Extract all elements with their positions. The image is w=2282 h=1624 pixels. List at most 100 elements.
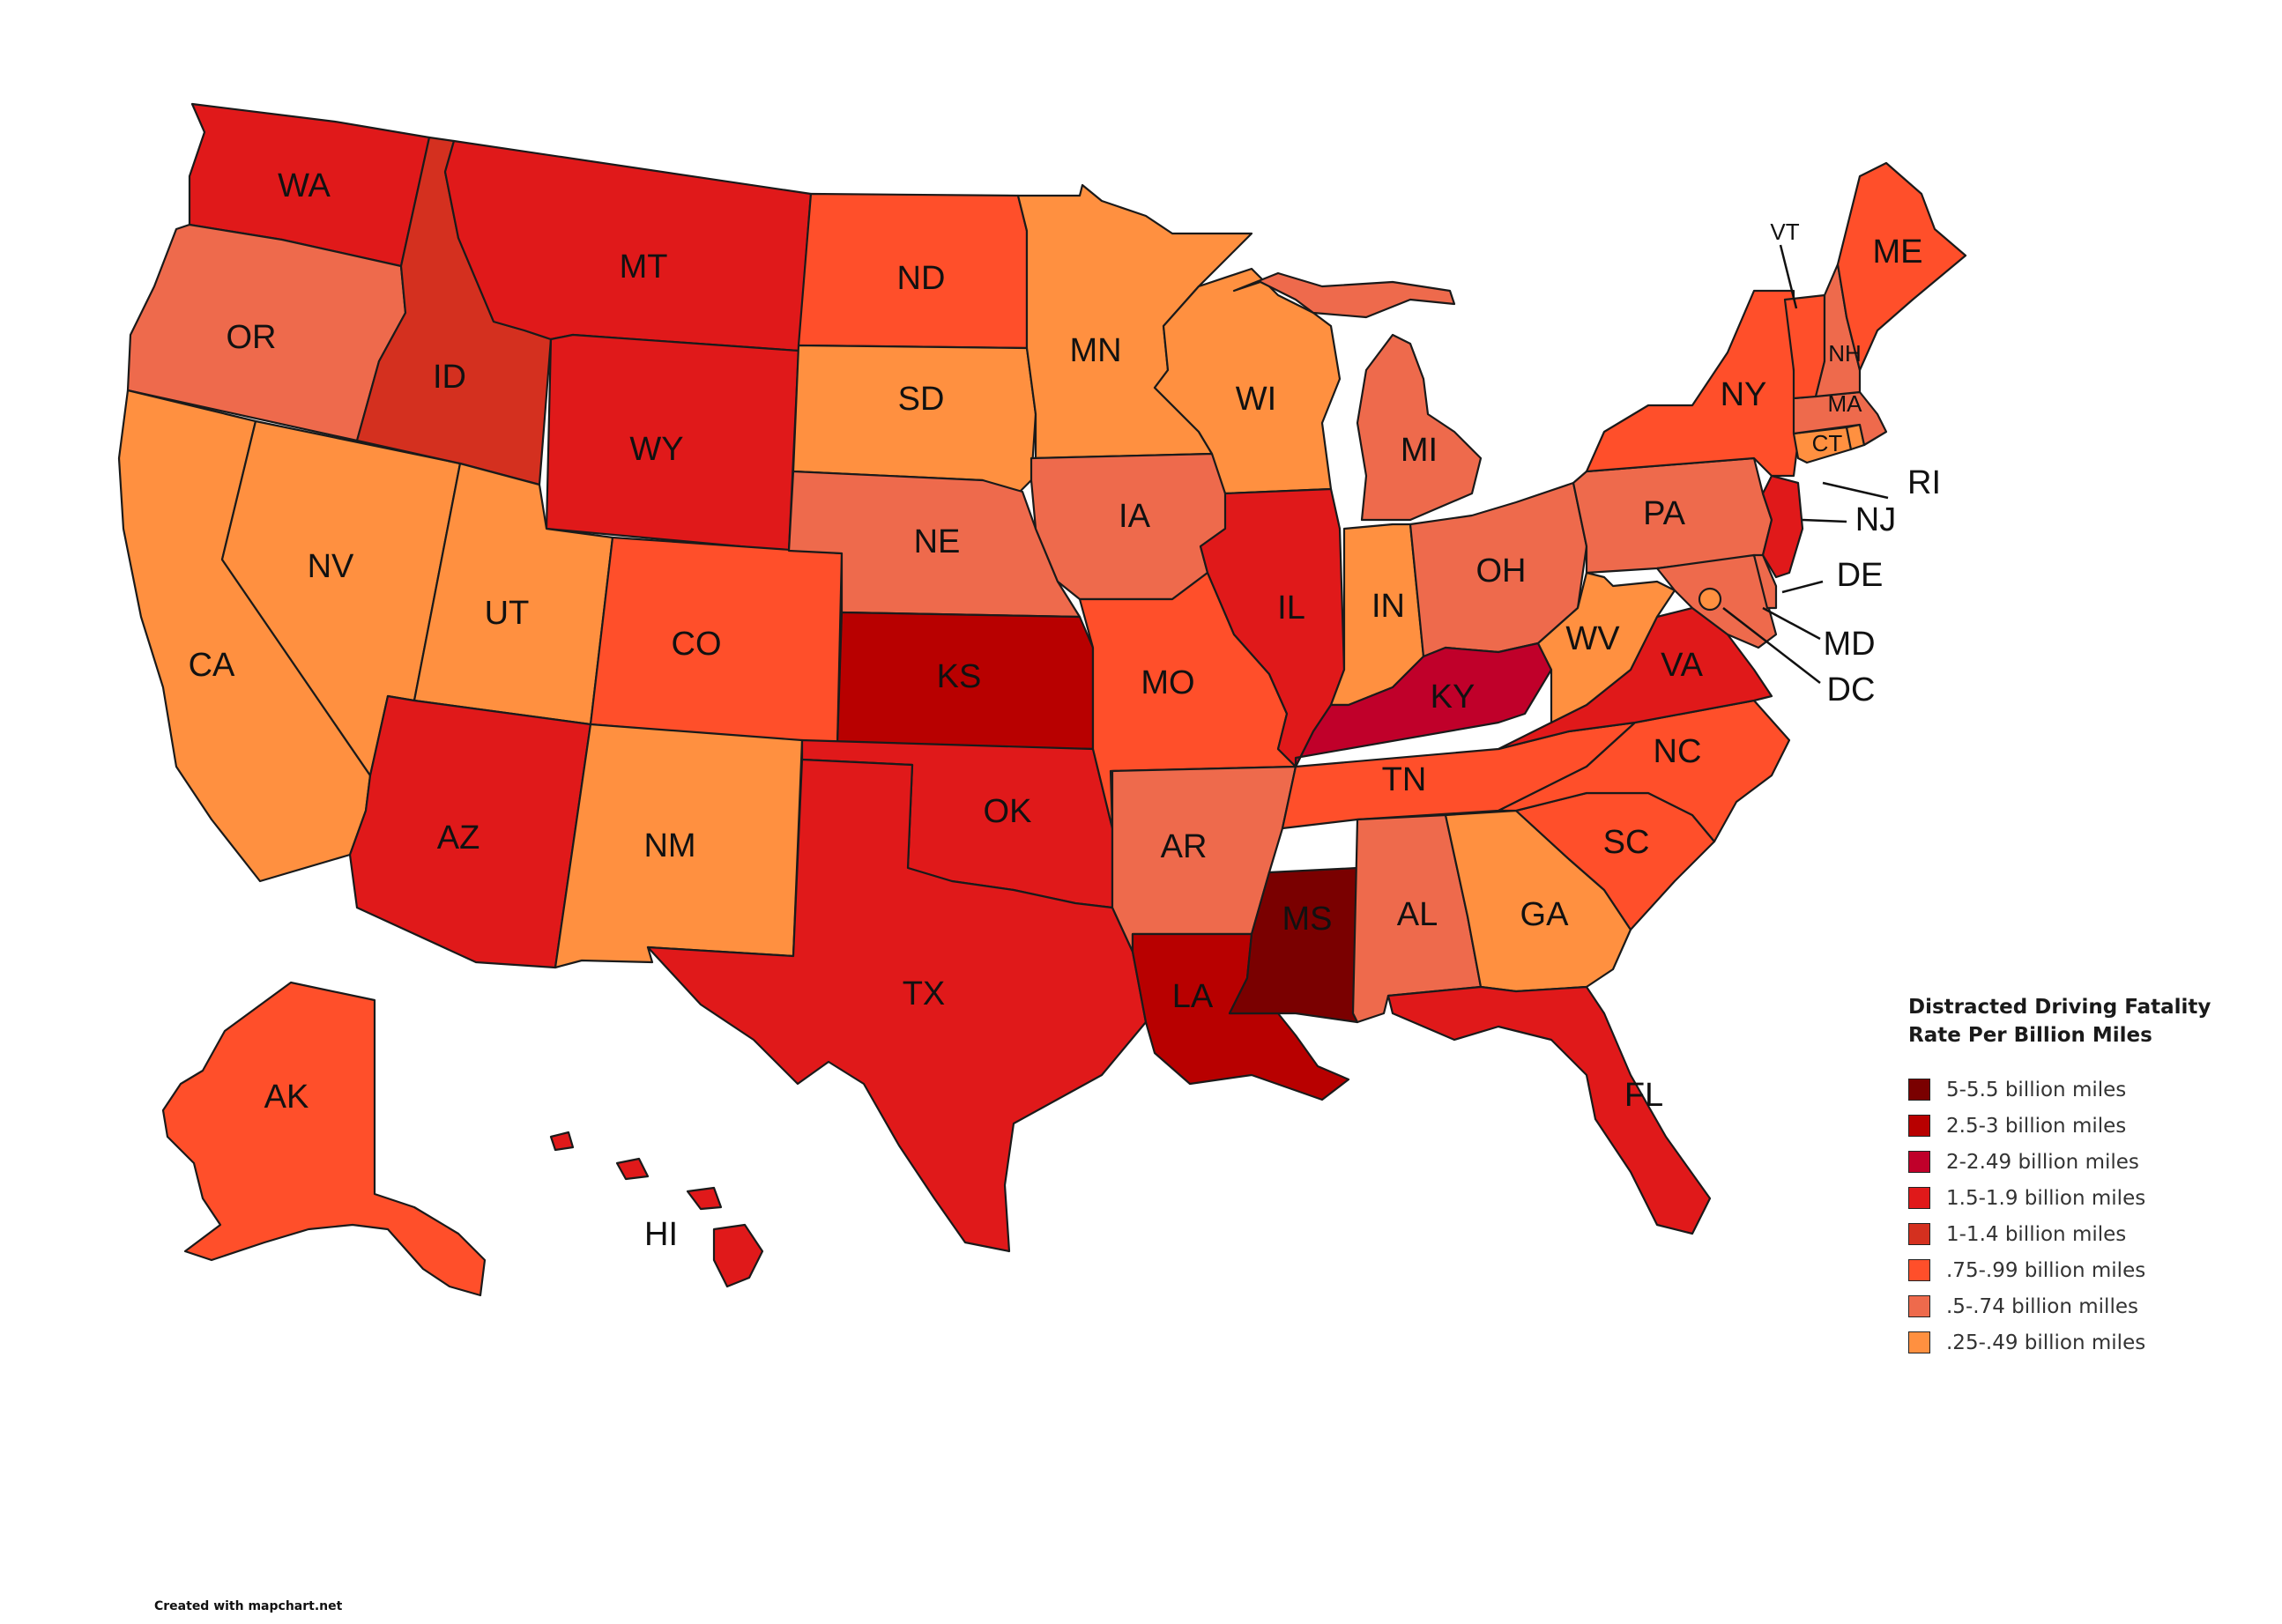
legend-swatch — [1908, 1187, 1930, 1209]
label-nm: NM — [643, 827, 695, 864]
label-me: ME — [1873, 234, 1923, 271]
label-de: DE — [1837, 557, 1884, 594]
state-shapes — [117, 102, 1967, 1297]
state-hi-kauai — [549, 1131, 575, 1152]
label-co: CO — [672, 626, 722, 663]
state-ky — [1294, 641, 1553, 768]
label-nd: ND — [897, 260, 946, 297]
label-wa: WA — [278, 167, 331, 204]
label-ri: RI — [1907, 464, 1941, 501]
label-il: IL — [1277, 590, 1305, 627]
legend-title-line-2: Rate Per Billion Miles — [1908, 1024, 2152, 1047]
state-hi-oahu — [615, 1157, 650, 1181]
legend-swatch — [1908, 1115, 1930, 1137]
state-de — [1752, 553, 1778, 610]
state-tx — [646, 758, 1148, 1253]
label-nc: NC — [1654, 733, 1702, 770]
label-md: MD — [1823, 626, 1875, 663]
label-ny: NY — [1721, 376, 1767, 413]
state-labels: WA OR CA NV ID MT WY UT AZ CO NM ND SD N… — [189, 167, 1941, 1253]
state-mi — [1356, 333, 1483, 522]
label-wi: WI — [1236, 381, 1276, 418]
label-pa: PA — [1643, 495, 1686, 532]
legend-item-label: 2-2.49 billion miles — [1946, 1150, 2139, 1174]
state-az — [348, 694, 592, 969]
label-ne: NE — [914, 523, 961, 560]
label-oh: OH — [1476, 552, 1527, 590]
map-legend: Distracted Driving Fatality Rate Per Bil… — [1908, 993, 2261, 1361]
legend-swatch — [1908, 1295, 1930, 1317]
legend-item: 1-1.4 billion miles — [1908, 1216, 2261, 1252]
legend-item: .5-.74 billion milles — [1908, 1288, 2261, 1324]
legend-item-label: .5-.74 billion milles — [1946, 1294, 2138, 1318]
label-ca: CA — [189, 647, 235, 684]
label-la: LA — [1172, 978, 1214, 1015]
label-ar: AR — [1161, 828, 1208, 865]
label-id: ID — [433, 359, 466, 396]
label-ga: GA — [1520, 896, 1570, 933]
label-mt: MT — [620, 248, 668, 285]
state-ne — [787, 470, 1082, 619]
state-wy — [545, 333, 800, 552]
credit-text: Created with mapchart.net — [154, 1599, 343, 1613]
legend-item-label: 1.5-1.9 billion miles — [1946, 1186, 2146, 1210]
legend-item: .75-.99 billion miles — [1908, 1252, 2261, 1288]
state-hi-maui — [686, 1186, 723, 1211]
label-va: VA — [1661, 647, 1704, 684]
label-sd: SD — [898, 381, 945, 418]
state-ak — [161, 981, 487, 1297]
state-ma — [1792, 390, 1888, 447]
state-dc — [1698, 587, 1722, 612]
label-ms: MS — [1282, 901, 1333, 938]
label-mn: MN — [1069, 332, 1121, 369]
label-ma: MA — [1828, 390, 1863, 417]
label-tn: TN — [1382, 761, 1427, 798]
legend-item: 5-5.5 billion miles — [1908, 1072, 2261, 1108]
legend-title-line-1: Distracted Driving Fatality — [1908, 996, 2211, 1019]
label-ct: CT — [1812, 430, 1843, 456]
label-fl: FL — [1624, 1077, 1663, 1114]
label-ok: OK — [984, 793, 1032, 830]
legend-swatch — [1908, 1259, 1930, 1281]
label-nv: NV — [308, 548, 354, 585]
label-ak: AK — [264, 1079, 309, 1116]
legend-item-label: .25-.49 billion miles — [1946, 1331, 2146, 1354]
state-sd — [792, 344, 1037, 495]
label-dc: DC — [1827, 671, 1876, 708]
legend-item: 1.5-1.9 billion miles — [1908, 1180, 2261, 1216]
legend-item: 2.5-3 billion miles — [1908, 1108, 2261, 1144]
legend-item-label: 5-5.5 billion miles — [1946, 1078, 2127, 1101]
state-nc — [1497, 699, 1791, 843]
label-tx: TX — [903, 975, 946, 1012]
label-ia: IA — [1119, 498, 1151, 535]
state-mi-upper — [1232, 271, 1456, 319]
legend-swatch — [1908, 1331, 1930, 1353]
label-ut: UT — [485, 595, 530, 632]
label-ks: KS — [937, 658, 982, 695]
label-wy: WY — [629, 431, 683, 468]
label-mo: MO — [1141, 664, 1194, 701]
legend-item-label: 1-1.4 billion miles — [1946, 1222, 2127, 1246]
label-al: AL — [1397, 896, 1438, 933]
label-leader-lines — [1722, 244, 1889, 684]
label-wv: WV — [1565, 620, 1620, 657]
label-ky: KY — [1431, 679, 1475, 716]
legend-title: Distracted Driving Fatality Rate Per Bil… — [1908, 993, 2261, 1049]
label-az: AZ — [437, 819, 480, 856]
legend-swatch — [1908, 1223, 1930, 1245]
state-me — [1836, 161, 1967, 372]
legend-item: .25-.49 billion miles — [1908, 1324, 2261, 1361]
legend-items: 5-5.5 billion miles 2.5-3 billion miles … — [1908, 1072, 2261, 1361]
label-nj: NJ — [1855, 501, 1896, 538]
label-hi: HI — [644, 1216, 678, 1253]
legend-item: 2-2.49 billion miles — [1908, 1144, 2261, 1180]
legend-swatch — [1908, 1151, 1930, 1173]
legend-swatch — [1908, 1079, 1930, 1101]
label-in: IN — [1371, 588, 1405, 625]
state-hi — [712, 1223, 764, 1288]
label-mi: MI — [1401, 432, 1438, 469]
state-mt — [443, 139, 813, 352]
legend-item-label: .75-.99 billion miles — [1946, 1258, 2146, 1282]
